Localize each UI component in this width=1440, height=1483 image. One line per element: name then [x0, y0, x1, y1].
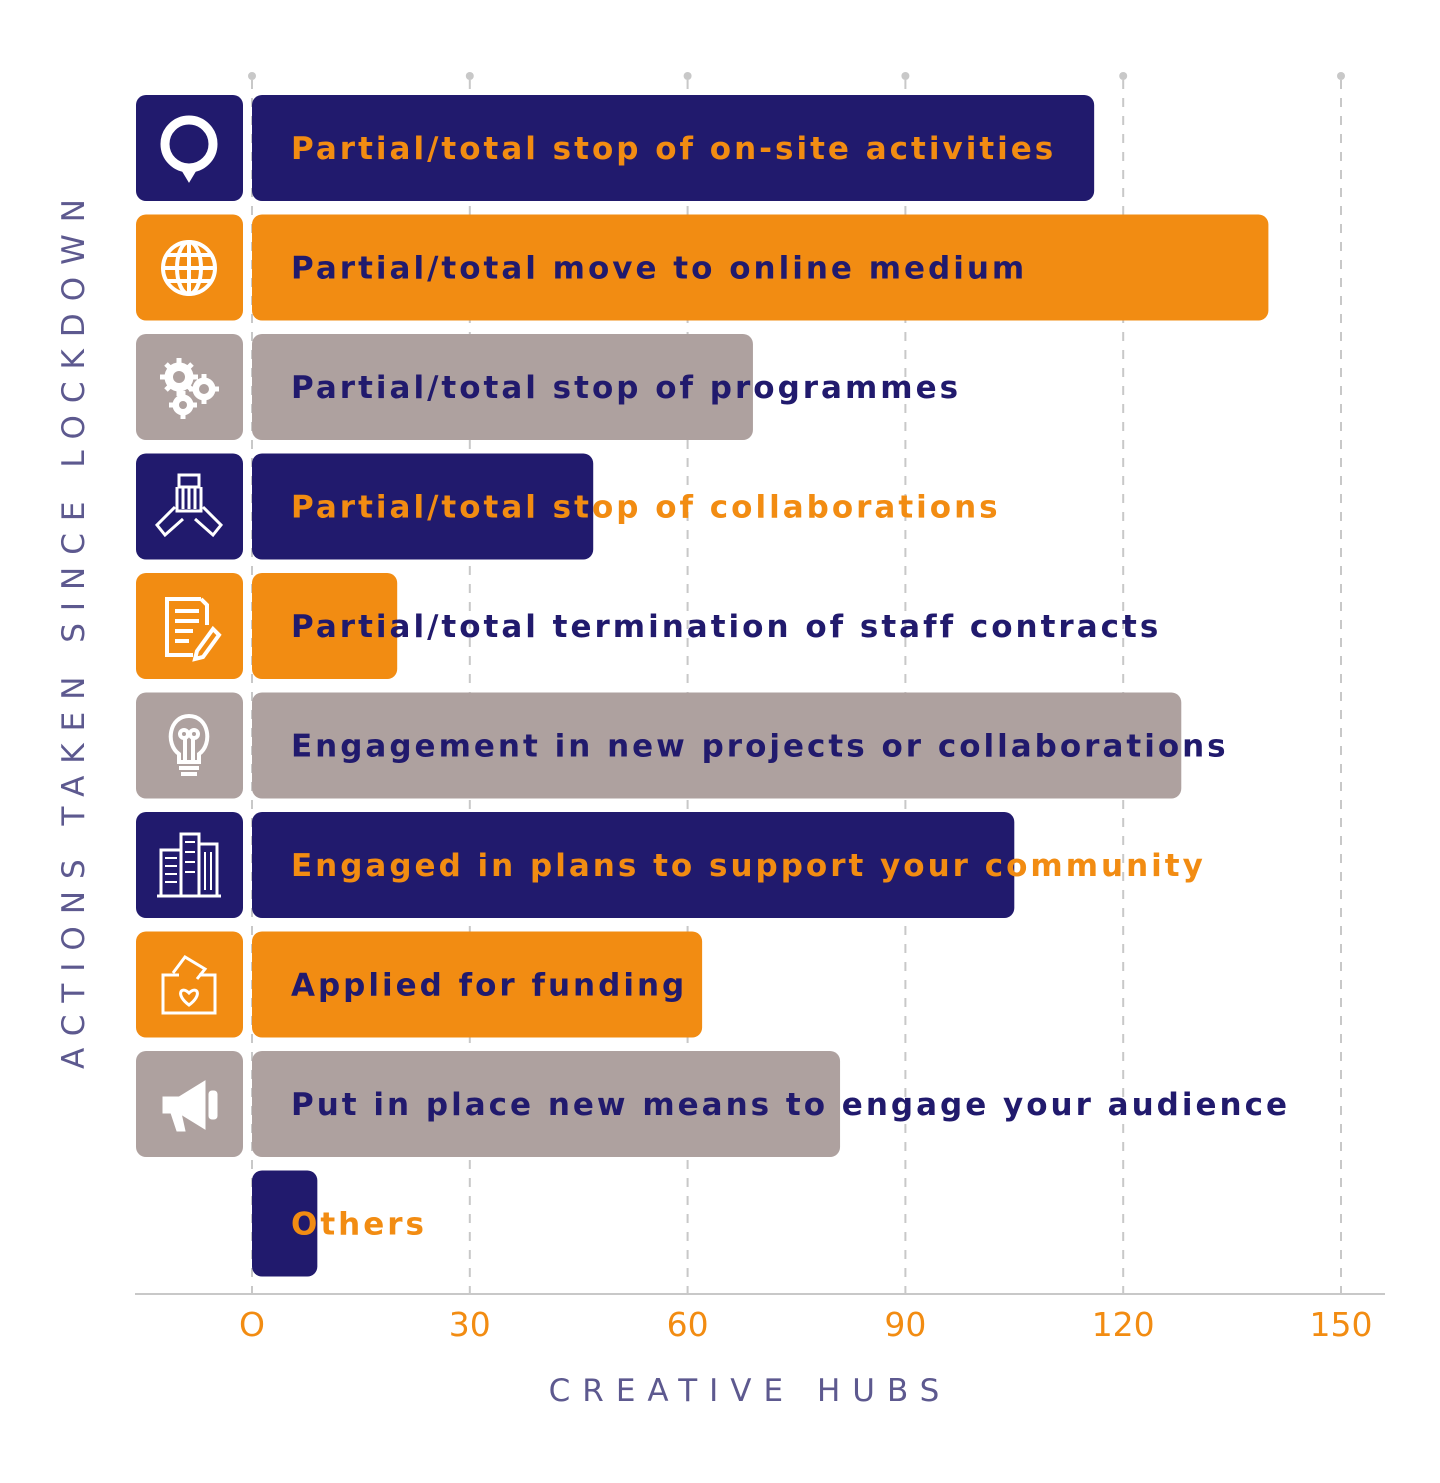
- bar-label: Partial/total stop of on-site activities: [291, 131, 1056, 167]
- gridline-dot: [1119, 72, 1128, 80]
- bar: [252, 692, 1182, 799]
- icon-box: [136, 812, 243, 918]
- bar: [252, 1051, 841, 1157]
- document-edit-icon: [165, 597, 222, 662]
- bar: [252, 1170, 318, 1277]
- lightbulb-icon: [168, 713, 210, 776]
- globe-icon: [161, 240, 217, 296]
- bar: [252, 95, 1095, 201]
- gridline-dot: [248, 72, 256, 80]
- donation-box-icon: [161, 955, 217, 1015]
- gridline-dot: [901, 72, 910, 80]
- bar-label: Partial/total stop of collaborations: [291, 490, 1001, 526]
- megaphone-icon: [162, 1080, 218, 1132]
- bar: [252, 214, 1269, 321]
- gridline-dot: [683, 72, 692, 80]
- buildings-icon: [157, 832, 221, 898]
- y-axis-title: ACTIONS TAKEN SINCE LOCKDOWN: [56, 187, 92, 1069]
- icon-box: [136, 692, 243, 799]
- bars: [252, 95, 1269, 1277]
- x-tick-labels: O 30 60 90 120 150: [239, 1305, 1372, 1344]
- icon-box: [136, 573, 243, 679]
- hands-together-icon: [154, 473, 224, 538]
- bar-label: Engaged in plans to support your communi…: [291, 848, 1206, 884]
- gridline-dot: [465, 72, 474, 80]
- bar-label: Engagement in new projects or collaborat…: [291, 729, 1229, 765]
- bar-label: Partial/total stop of programmes: [291, 370, 961, 406]
- x-axis-title: CREATIVE HUBS: [549, 1373, 952, 1409]
- icon-glyphs: [154, 115, 224, 1132]
- bar: [252, 931, 703, 1038]
- bar-label: Others: [291, 1207, 427, 1243]
- bar-label: Partial/total termination of staff contr…: [291, 609, 1161, 645]
- gears-icon: [160, 358, 219, 419]
- x-tick-label: O: [239, 1305, 265, 1344]
- bar-labels: Partial/total stop of on-site activities…: [291, 131, 1290, 1243]
- x-tick-label: 90: [884, 1305, 926, 1344]
- icon-box: [136, 95, 243, 201]
- location-pin-icon: [160, 115, 218, 183]
- bar: [252, 453, 594, 560]
- x-tick-label: 60: [667, 1305, 709, 1344]
- x-tick-label: 150: [1310, 1305, 1373, 1344]
- bar: [252, 812, 1015, 918]
- bar-label: Partial/total move to online medium: [291, 251, 1027, 287]
- bar: [252, 334, 753, 440]
- x-tick-label: 120: [1092, 1305, 1155, 1344]
- icon-box: [136, 931, 243, 1038]
- bar-label: Put in place new means to engage your au…: [291, 1087, 1290, 1123]
- x-tick-label: 30: [449, 1305, 491, 1344]
- bar-label: Applied for funding: [291, 968, 687, 1004]
- bar: [252, 573, 398, 679]
- gridline-dot: [1337, 72, 1345, 80]
